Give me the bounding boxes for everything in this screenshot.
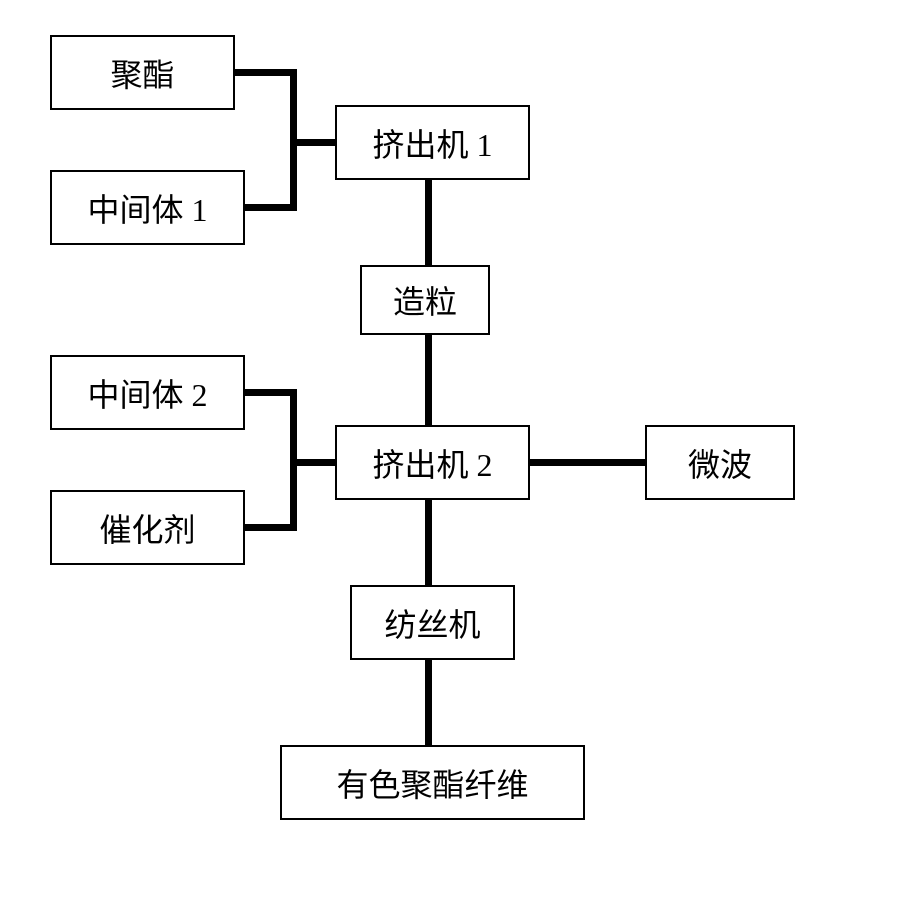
edge-0 <box>235 69 297 76</box>
node-spinningmachine: 纺丝机 <box>350 585 515 660</box>
node-label: 纺丝机 <box>384 600 480 646</box>
node-extruder1: 挤出机 1 <box>335 105 530 180</box>
node-label: 有色聚酯纤维 <box>336 760 528 806</box>
node-label: 挤出机 1 <box>372 120 492 166</box>
node-granulation: 造粒 <box>360 265 490 335</box>
edge-5 <box>425 335 432 425</box>
edge-12 <box>425 660 432 745</box>
edge-10 <box>530 459 645 466</box>
node-polyester: 聚酯 <box>50 35 235 110</box>
node-label: 挤出机 2 <box>372 440 492 486</box>
node-label: 聚酯 <box>110 50 174 96</box>
node-intermediate1: 中间体 1 <box>50 170 245 245</box>
node-label: 催化剂 <box>99 505 195 551</box>
node-label: 中间体 1 <box>87 185 207 231</box>
node-label: 微波 <box>688 440 752 486</box>
edge-3 <box>290 139 335 146</box>
node-catalyst: 催化剂 <box>50 490 245 565</box>
edge-11 <box>425 500 432 585</box>
node-coloredfiber: 有色聚酯纤维 <box>280 745 585 820</box>
node-extruder2: 挤出机 2 <box>335 425 530 500</box>
node-label: 造粒 <box>393 277 457 323</box>
edge-4 <box>425 180 432 265</box>
edge-9 <box>290 459 335 466</box>
node-label: 中间体 2 <box>87 370 207 416</box>
node-intermediate2: 中间体 2 <box>50 355 245 430</box>
node-microwave: 微波 <box>645 425 795 500</box>
